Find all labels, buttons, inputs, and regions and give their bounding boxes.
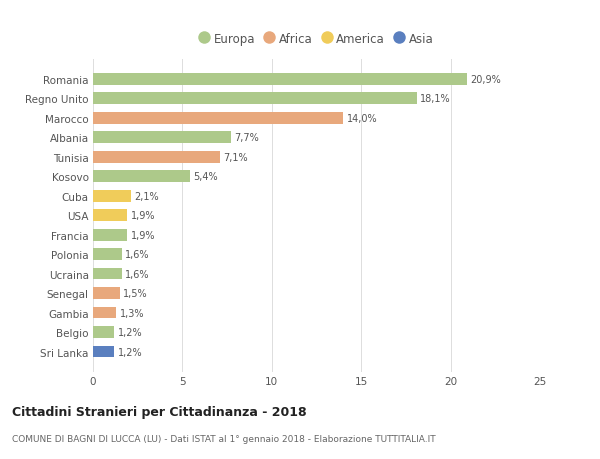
Text: 18,1%: 18,1% — [420, 94, 451, 104]
Bar — [93, 346, 115, 358]
Bar — [93, 74, 467, 85]
Text: 7,7%: 7,7% — [234, 133, 259, 143]
Bar — [93, 113, 343, 124]
Text: 1,9%: 1,9% — [131, 230, 155, 240]
Text: 1,6%: 1,6% — [125, 250, 149, 260]
Text: 7,1%: 7,1% — [224, 152, 248, 162]
Bar — [93, 307, 116, 319]
Bar — [93, 210, 127, 222]
Text: 14,0%: 14,0% — [347, 113, 377, 123]
Bar — [93, 151, 220, 163]
Bar — [93, 171, 190, 183]
Text: COMUNE DI BAGNI DI LUCCA (LU) - Dati ISTAT al 1° gennaio 2018 - Elaborazione TUT: COMUNE DI BAGNI DI LUCCA (LU) - Dati IST… — [12, 434, 436, 442]
Bar — [93, 326, 115, 338]
Text: 1,3%: 1,3% — [120, 308, 145, 318]
Bar — [93, 132, 230, 144]
Text: 1,2%: 1,2% — [118, 327, 143, 337]
Text: 1,5%: 1,5% — [124, 288, 148, 298]
Text: 1,2%: 1,2% — [118, 347, 143, 357]
Legend: Europa, Africa, America, Asia: Europa, Africa, America, Asia — [195, 28, 438, 50]
Text: 1,9%: 1,9% — [131, 211, 155, 221]
Text: 5,4%: 5,4% — [193, 172, 218, 182]
Bar — [93, 249, 122, 260]
Text: 2,1%: 2,1% — [134, 191, 159, 202]
Text: 20,9%: 20,9% — [470, 75, 501, 84]
Text: Cittadini Stranieri per Cittadinanza - 2018: Cittadini Stranieri per Cittadinanza - 2… — [12, 405, 307, 419]
Bar — [93, 230, 127, 241]
Text: 1,6%: 1,6% — [125, 269, 149, 279]
Bar — [93, 190, 131, 202]
Bar — [93, 93, 416, 105]
Bar — [93, 268, 122, 280]
Bar — [93, 288, 120, 299]
